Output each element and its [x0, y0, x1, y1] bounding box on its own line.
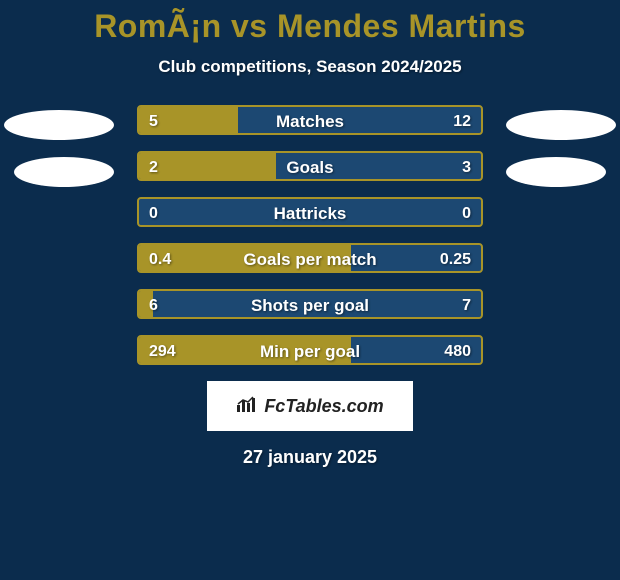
stat-value-right: 480 — [444, 337, 471, 363]
stat-fill-left — [139, 153, 276, 179]
stat-row: 6Shots per goal7 — [137, 289, 483, 319]
player-left-badge-1 — [4, 110, 114, 140]
comparison-card: RomÃ¡n vs Mendes Martins Club competitio… — [0, 0, 620, 580]
stat-value-left: 2 — [149, 153, 158, 179]
stat-value-left: 6 — [149, 291, 158, 317]
brand-chart-icon — [236, 395, 258, 418]
page-title: RomÃ¡n vs Mendes Martins — [0, 0, 620, 45]
stats-area: 5Matches12 2Goals3 0Hattricks0 0.4Goals per… — [0, 105, 620, 365]
stat-value-right: 0 — [462, 199, 471, 225]
stat-label: Shots per goal — [139, 291, 481, 317]
player-right-badge-1 — [506, 110, 616, 140]
stat-row: 2Goals3 — [137, 151, 483, 181]
stat-row: 5Matches12 — [137, 105, 483, 135]
stat-row: 0.4Goals per match0.25 — [137, 243, 483, 273]
stat-value-left: 0 — [149, 199, 158, 225]
stat-row: 0Hattricks0 — [137, 197, 483, 227]
stat-value-right: 0.25 — [440, 245, 471, 271]
brand-text: FcTables.com — [264, 396, 383, 417]
stat-value-right: 3 — [462, 153, 471, 179]
stat-bars: 5Matches12 2Goals3 0Hattricks0 0.4Goals per… — [137, 105, 483, 365]
stat-value-left: 0.4 — [149, 245, 171, 271]
stat-label: Hattricks — [139, 199, 481, 225]
stat-row: 294Min per goal480 — [137, 335, 483, 365]
date-text: 27 january 2025 — [0, 447, 620, 468]
player-left-badge-2 — [14, 157, 114, 187]
brand-box[interactable]: FcTables.com — [207, 381, 413, 431]
subtitle: Club competitions, Season 2024/2025 — [0, 57, 620, 77]
stat-value-left: 5 — [149, 107, 158, 133]
stat-value-right: 12 — [453, 107, 471, 133]
player-right-badge-2 — [506, 157, 606, 187]
stat-value-right: 7 — [462, 291, 471, 317]
stat-value-left: 294 — [149, 337, 176, 363]
